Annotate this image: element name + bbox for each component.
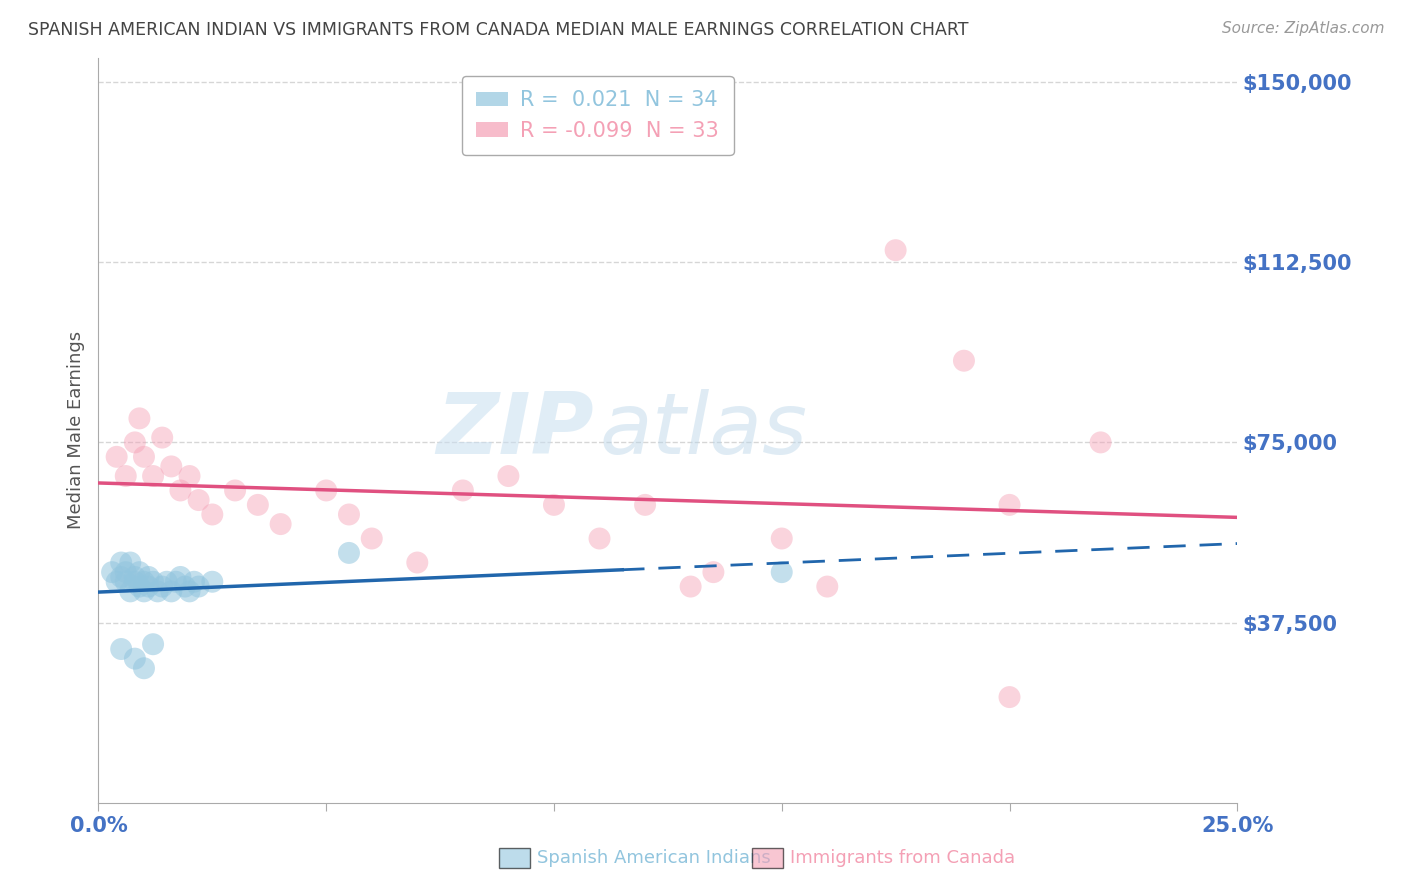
Point [183,574,205,589]
Point [132,450,155,464]
Text: SPANISH AMERICAN INDIAN VS IMMIGRANTS FROM CANADA MEDIAN MALE EARNINGS CORRELATI: SPANISH AMERICAN INDIAN VS IMMIGRANTS FR… [28,21,969,38]
Point [114,565,136,579]
Point [160,584,183,599]
Point [201,574,224,589]
Y-axis label: Median Male Earnings: Median Male Earnings [66,331,84,530]
Point [315,483,337,498]
Point [138,570,160,584]
Text: Immigrants from Canada: Immigrants from Canada [790,849,1015,867]
Point [128,411,150,425]
Point [169,570,191,584]
Point [884,243,907,257]
Point [187,493,209,508]
Point [132,661,155,675]
Point [120,556,142,570]
Point [337,508,360,522]
Point [114,469,136,483]
Point [588,532,610,546]
Point [142,574,165,589]
Point [770,532,793,546]
Point [360,532,382,546]
Point [165,574,187,589]
Point [156,574,179,589]
Point [110,570,132,584]
Point [179,469,201,483]
Point [179,584,201,599]
Point [679,580,702,594]
Point [128,580,150,594]
Point [815,580,838,594]
Point [101,565,124,579]
Point [142,469,165,483]
Point [543,498,565,512]
Point [150,580,173,594]
Point [169,483,191,498]
Point [160,459,183,474]
Point [702,565,724,579]
Text: ZIP: ZIP [436,389,593,472]
Point [451,483,474,498]
Point [114,574,136,589]
Point [132,574,155,589]
Point [998,498,1021,512]
Point [132,584,155,599]
Point [1090,435,1112,450]
Point [498,469,520,483]
Point [770,565,793,579]
Point [138,580,160,594]
Point [128,565,150,579]
Point [337,546,360,560]
Point [124,570,146,584]
Point [406,556,429,570]
Point [124,435,146,450]
Point [142,637,165,651]
Point [246,498,269,512]
Point [124,574,146,589]
Point [110,556,132,570]
Point [124,651,146,665]
Text: Source: ZipAtlas.com: Source: ZipAtlas.com [1222,21,1385,36]
Point [270,517,292,532]
Point [998,690,1021,704]
Point [150,431,173,445]
Point [187,580,209,594]
Legend: R =  0.021  N = 34, R = -0.099  N = 33: R = 0.021 N = 34, R = -0.099 N = 33 [463,76,734,155]
Text: Spanish American Indians: Spanish American Indians [537,849,770,867]
Point [146,584,169,599]
Point [201,508,224,522]
Point [634,498,657,512]
Point [224,483,246,498]
Point [120,584,142,599]
Point [110,642,132,657]
Point [953,353,976,368]
Point [105,450,128,464]
Point [174,580,197,594]
Point [105,574,128,589]
Text: atlas: atlas [599,389,807,472]
